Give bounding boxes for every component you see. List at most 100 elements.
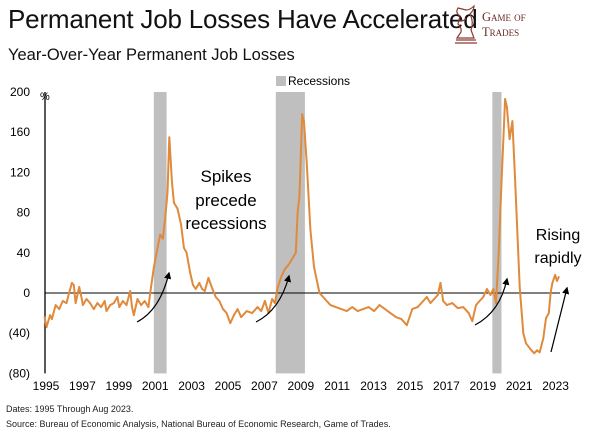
data-point bbox=[229, 322, 232, 325]
data-point bbox=[152, 266, 155, 269]
arrow-2008 bbox=[255, 274, 292, 323]
data-point bbox=[49, 314, 51, 317]
data-point bbox=[508, 138, 511, 141]
data-point bbox=[536, 349, 538, 352]
data-point bbox=[129, 290, 132, 292]
chart-title: Permanent Job Losses Have Accelerated bbox=[8, 4, 478, 34]
legend-swatch-recessions bbox=[276, 76, 286, 86]
data-point bbox=[85, 298, 88, 300]
data-point bbox=[301, 113, 304, 116]
data-point bbox=[433, 298, 436, 300]
data-point bbox=[280, 276, 283, 278]
data-point bbox=[162, 237, 164, 240]
x-tick-label: 1997 bbox=[69, 379, 96, 393]
data-point bbox=[478, 300, 481, 302]
data-point bbox=[118, 306, 121, 308]
x-tick-label: 2023 bbox=[542, 379, 569, 393]
x-tick-label: 1995 bbox=[33, 379, 60, 393]
data-point bbox=[511, 120, 514, 123]
data-point bbox=[180, 223, 183, 226]
data-point bbox=[71, 282, 73, 284]
data-point bbox=[80, 294, 82, 296]
data-point bbox=[273, 302, 276, 304]
data-point bbox=[89, 302, 92, 304]
data-point bbox=[105, 310, 108, 312]
annotation-line: precede bbox=[195, 191, 256, 210]
chart-subtitle: Year-Over-Year Permanent Job Losses bbox=[8, 46, 295, 64]
annotation-line: Spikes bbox=[200, 167, 251, 186]
x-tick-label: 1999 bbox=[105, 379, 132, 393]
data-point bbox=[287, 263, 290, 266]
data-point bbox=[384, 308, 386, 310]
arrow-2020 bbox=[474, 277, 510, 326]
data-point bbox=[422, 300, 425, 302]
data-point bbox=[451, 302, 454, 304]
y-tick-label: 120 bbox=[10, 165, 30, 179]
data-point bbox=[122, 300, 124, 302]
data-point bbox=[445, 304, 448, 306]
data-point bbox=[305, 161, 308, 164]
data-point bbox=[198, 282, 201, 284]
annotation-line: recessions bbox=[185, 214, 266, 233]
data-point bbox=[533, 352, 536, 355]
y-tick-label: 40 bbox=[17, 246, 31, 260]
data-point bbox=[171, 181, 173, 184]
data-point bbox=[362, 308, 365, 310]
data-point bbox=[61, 300, 64, 302]
data-point bbox=[214, 296, 217, 298]
annotation-spikes-precede-recessions: Spikes precede recessions bbox=[185, 167, 266, 233]
y-tick-label: (80) bbox=[9, 366, 30, 380]
data-point bbox=[425, 296, 428, 298]
data-point bbox=[78, 286, 81, 288]
arrow-2023 bbox=[550, 286, 570, 353]
data-point bbox=[203, 290, 206, 292]
data-point bbox=[194, 288, 197, 290]
y-tick-label: (40) bbox=[9, 326, 30, 340]
data-point bbox=[436, 294, 439, 296]
data-point bbox=[522, 332, 525, 335]
data-point bbox=[74, 302, 77, 304]
data-point bbox=[51, 318, 53, 321]
data-point bbox=[96, 302, 99, 304]
data-point bbox=[489, 294, 492, 296]
x-tick-label: 2013 bbox=[360, 379, 387, 393]
y-tick-labels: 200 160 120 80 40 0 (40) (80) bbox=[9, 85, 31, 380]
logo-line-1: Game of bbox=[482, 10, 526, 24]
annotation-rising-rapidly: Rising rapidly bbox=[534, 227, 581, 267]
data-point bbox=[233, 314, 235, 317]
legend-label-recessions: Recessions bbox=[288, 74, 350, 88]
x-tick-label: 2011 bbox=[324, 379, 350, 393]
data-point bbox=[109, 304, 112, 306]
data-point bbox=[296, 211, 299, 214]
x-tick-labels: 1995 1997 1999 2001 2003 2005 2007 2009 2011 2013… bbox=[33, 379, 570, 393]
data-point bbox=[318, 292, 321, 294]
data-point bbox=[482, 296, 485, 298]
data-point bbox=[168, 136, 171, 139]
data-point bbox=[442, 300, 445, 302]
data-point bbox=[222, 308, 224, 310]
data-point bbox=[100, 306, 102, 308]
x-tick-label: 2005 bbox=[215, 379, 242, 393]
x-tick-label: 2017 bbox=[433, 379, 460, 393]
data-point bbox=[389, 312, 392, 314]
data-point bbox=[263, 300, 266, 302]
footer-dates: Dates: 1995 Through Aug 2023. bbox=[6, 404, 134, 414]
data-point bbox=[149, 292, 152, 294]
data-point bbox=[429, 302, 432, 304]
data-point bbox=[172, 201, 175, 204]
data-point bbox=[356, 310, 359, 312]
data-point bbox=[340, 308, 343, 310]
data-point bbox=[164, 211, 167, 214]
data-point bbox=[103, 300, 106, 302]
data-point bbox=[351, 306, 354, 308]
data-point bbox=[334, 306, 337, 308]
data-point bbox=[140, 304, 143, 306]
data-point bbox=[211, 287, 213, 289]
data-point bbox=[514, 178, 517, 181]
data-point bbox=[329, 304, 332, 306]
footer-source: Source: Bureau of Economic Analysis, Nat… bbox=[6, 419, 391, 429]
y-tick-label: 0 bbox=[23, 286, 30, 300]
logo-line-2: Trades bbox=[482, 25, 520, 39]
arrow-2001 bbox=[136, 271, 172, 323]
